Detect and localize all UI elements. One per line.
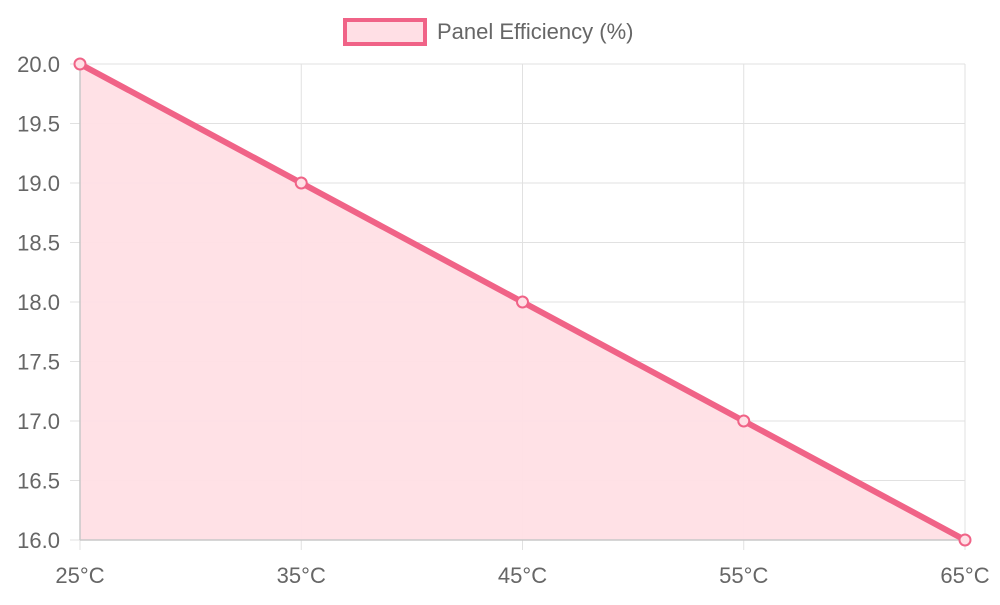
y-tick-label: 18.5 [17, 231, 60, 256]
y-tick-label: 16.0 [17, 528, 60, 553]
legend-label[interactable]: Panel Efficiency (%) [437, 19, 633, 44]
data-point[interactable] [958, 533, 972, 547]
y-tick-label: 16.5 [17, 469, 60, 494]
data-point[interactable] [73, 57, 87, 71]
y-tick-label: 18.0 [17, 290, 60, 315]
axes [79, 64, 965, 541]
x-tick-label: 65°C [940, 563, 989, 588]
y-tick-label: 19.5 [17, 112, 60, 137]
x-tick-label: 25°C [55, 563, 104, 588]
y-tick-label: 17.0 [17, 409, 60, 434]
data-point[interactable] [294, 176, 308, 190]
x-axis-tick-labels: 25°C 35°C 45°C 55°C 65°C [55, 563, 989, 588]
y-tick-label: 19.0 [17, 171, 60, 196]
x-tick-label: 55°C [719, 563, 768, 588]
legend-swatch[interactable] [343, 18, 427, 46]
x-tick-label: 45°C [498, 563, 547, 588]
legend[interactable]: Panel Efficiency (%) [343, 18, 633, 46]
y-tick-label: 20.0 [17, 52, 60, 77]
y-tick-label: 17.5 [17, 350, 60, 375]
y-axis-tick-labels: 16.0 16.5 17.0 17.5 18.0 18.5 19.0 19.5 20.0 [17, 52, 60, 553]
x-tick-label: 35°C [277, 563, 326, 588]
data-point[interactable] [737, 414, 751, 428]
data-points [73, 57, 972, 547]
data-point[interactable] [516, 295, 529, 309]
